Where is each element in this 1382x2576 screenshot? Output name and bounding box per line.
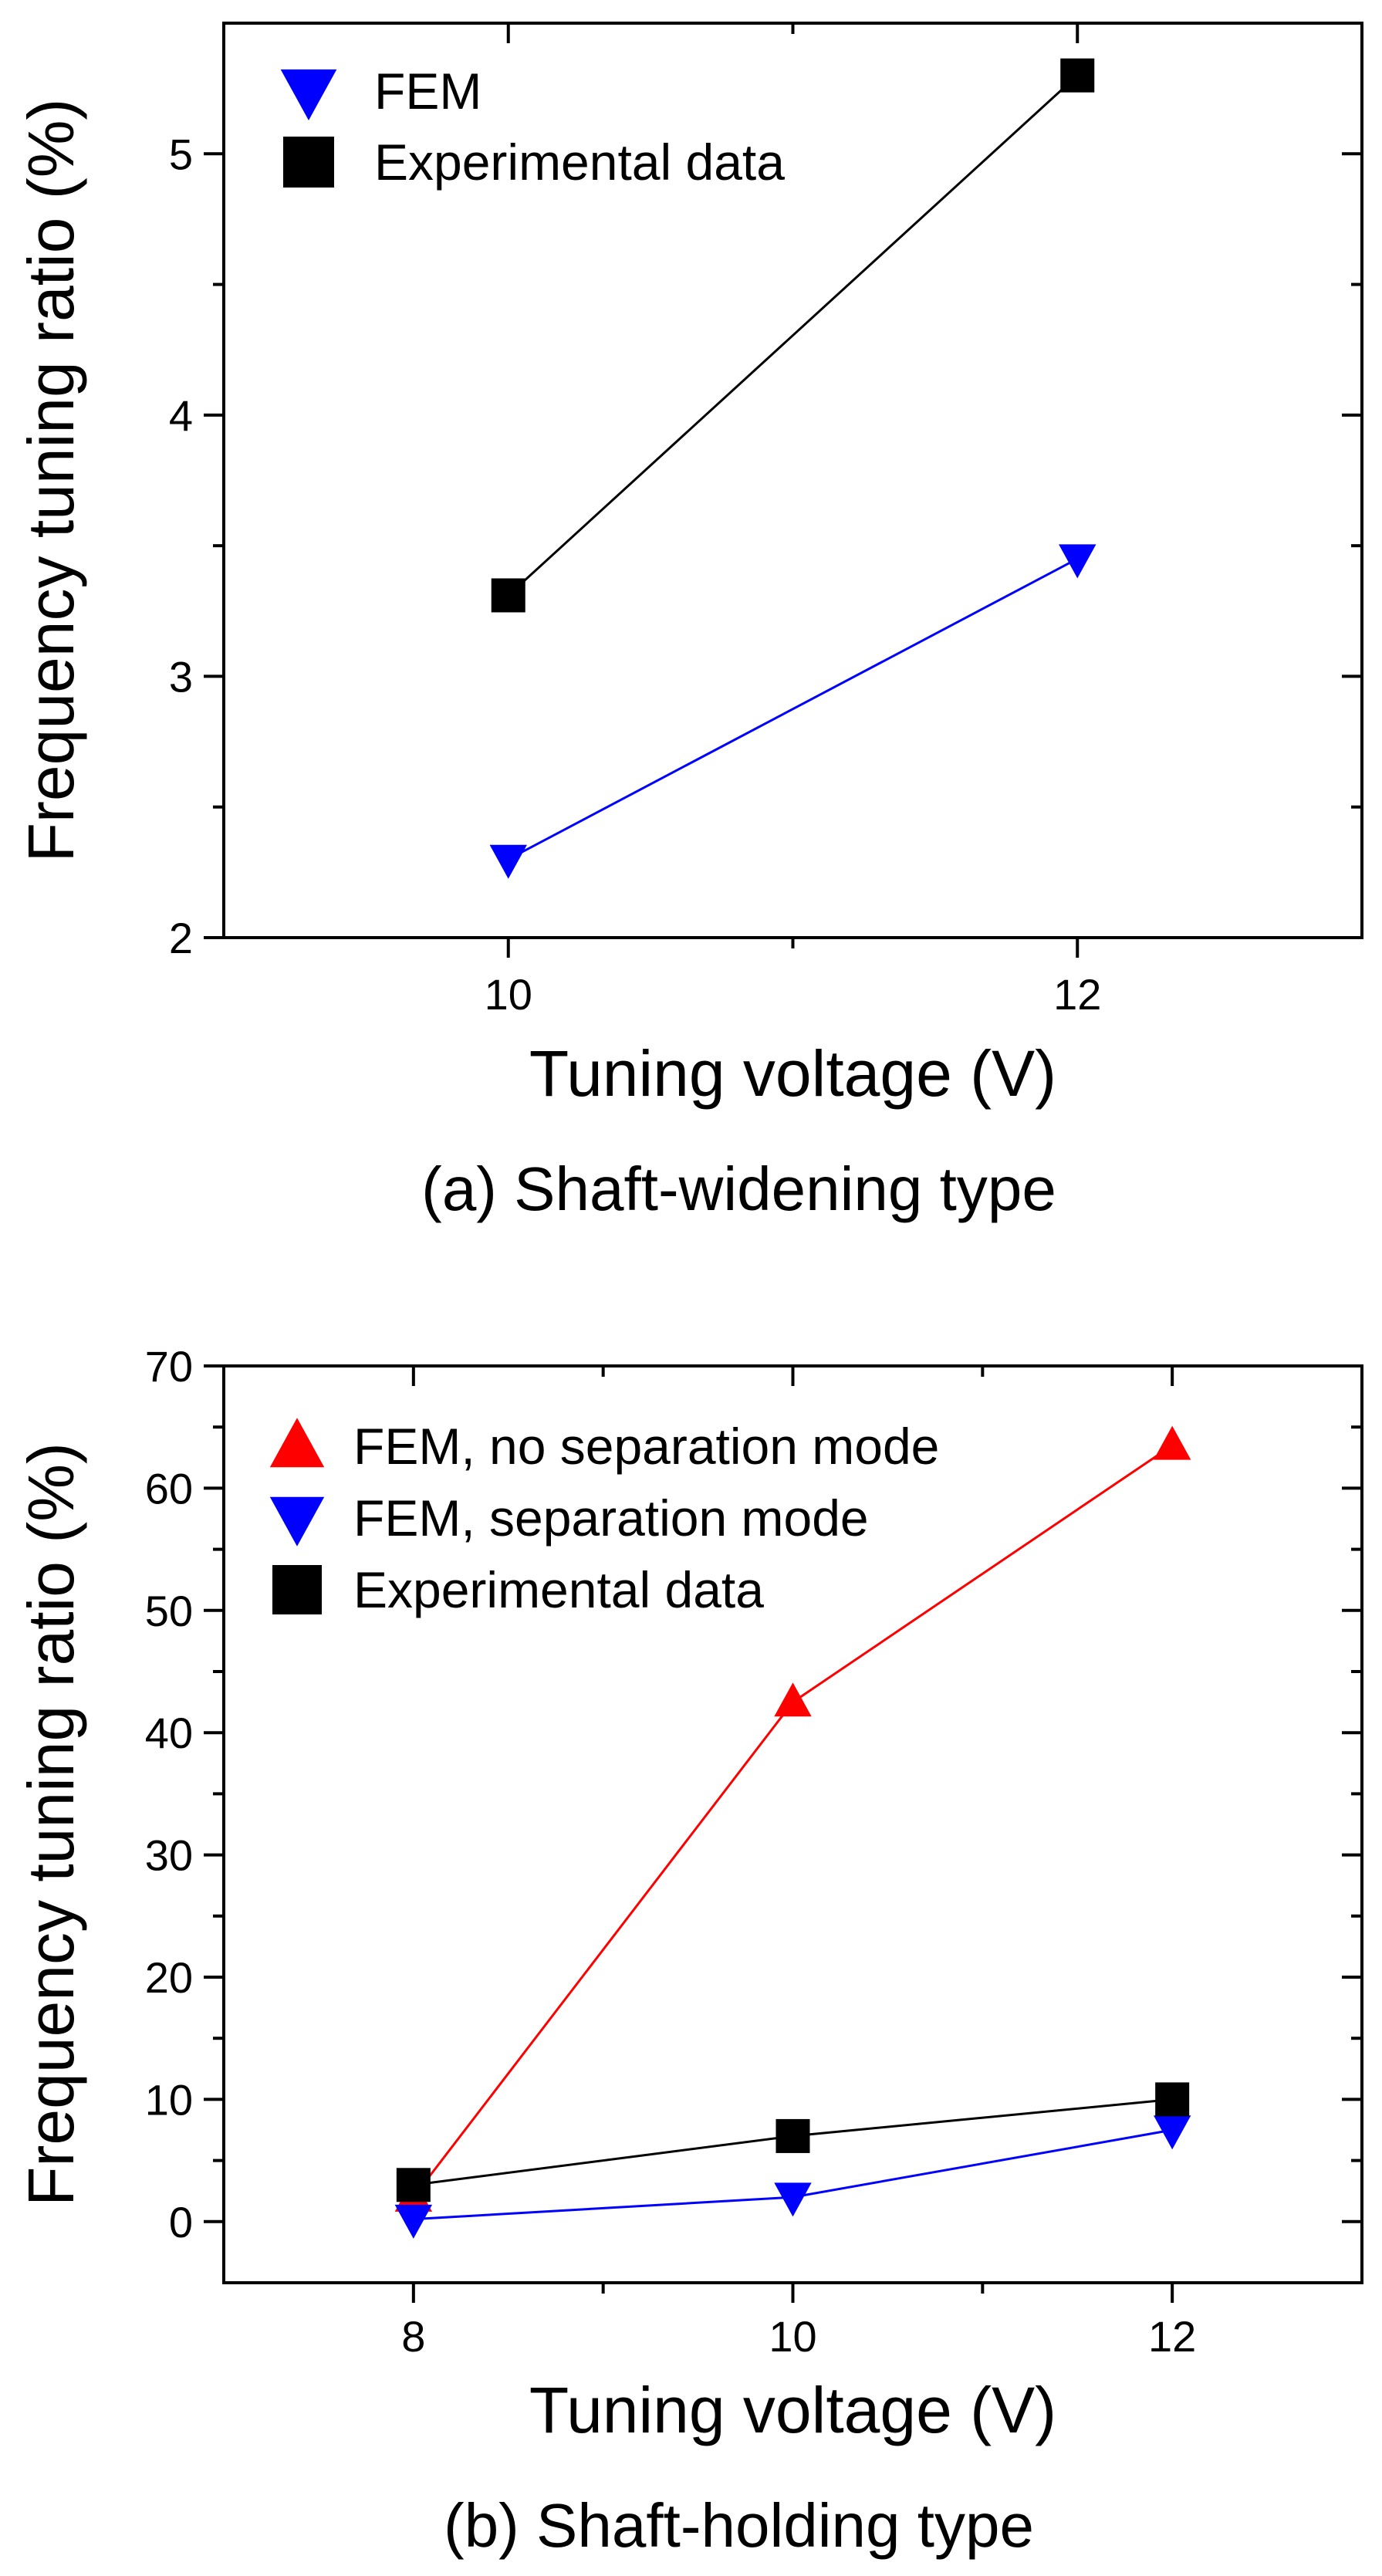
y-tick-label: 4 [169, 391, 193, 440]
legend-marker-0 [269, 1418, 325, 1468]
x-axis-title: Tuning voltage (V) [529, 2374, 1056, 2446]
x-tick-label: 10 [769, 2312, 816, 2361]
legend-marker-1 [269, 1496, 325, 1547]
y-axis-title: Frequency tuning ratio (%) [15, 99, 87, 863]
x-tick-label: 12 [1053, 970, 1101, 1019]
y-tick-label: 30 [145, 1831, 193, 1880]
panel-caption: (a) Shaft-widening type [421, 1154, 1056, 1223]
y-tick-label: 20 [145, 1953, 193, 2002]
legend-label-2: Experimental data [353, 1561, 764, 1618]
x-tick-label: 8 [401, 2312, 425, 2361]
y-tick-label: 0 [169, 2198, 193, 2246]
y-tick-label: 70 [145, 1342, 193, 1391]
series-line-0 [508, 557, 1078, 860]
panel-caption: (b) Shaft-holding type [444, 2491, 1034, 2560]
x-axis-title: Tuning voltage (V) [529, 1037, 1056, 1110]
chart-panel-a: 10 12 2 3 4 5 FEM Experimental data Tuning volta… [15, 22, 1363, 1223]
data-point-s2-p0 [396, 2168, 431, 2202]
data-point-s1-p0 [491, 578, 525, 613]
data-point-s2-p2 [1155, 2082, 1190, 2117]
data-point-s1-p0 [394, 2204, 433, 2239]
data-point-s0-p1 [1059, 544, 1096, 579]
legend-label-0: FEM [374, 63, 482, 120]
data-point-s0-p0 [489, 844, 527, 879]
y-tick-label: 5 [169, 130, 193, 178]
data-point-s1-p1 [1060, 58, 1095, 93]
y-tick-label: 40 [145, 1709, 193, 1757]
y-tick-label: 60 [145, 1464, 193, 1513]
data-point-s2-p1 [775, 2118, 810, 2153]
data-point-s0-p1 [774, 1682, 812, 1717]
x-tick-label: 12 [1148, 2312, 1196, 2361]
legend-marker-0 [280, 69, 337, 120]
legend-marker-1 [283, 137, 334, 188]
y-tick-label: 2 [169, 914, 193, 962]
chart-panel-b: 8 10 12 0 10 20 30 40 50 60 70 FEM, no separation m… [15, 1342, 1363, 2560]
y-axis-title: Frequency tuning ratio (%) [15, 1442, 87, 2206]
legend-label-0: FEM, no separation mode [353, 1418, 939, 1475]
data-point-s1-p2 [1153, 2115, 1191, 2150]
legend-marker-2 [272, 1565, 322, 1614]
series-line-1 [507, 74, 1079, 597]
series-line-0 [412, 1444, 1174, 2199]
legend-label-1: Experimental data [374, 134, 785, 191]
y-tick-label: 10 [145, 2075, 193, 2124]
data-point-s0-p2 [1153, 1425, 1191, 1460]
x-tick-label: 10 [485, 970, 532, 1019]
data-point-s1-p1 [774, 2182, 812, 2217]
y-tick-label: 3 [169, 652, 193, 701]
y-tick-label: 50 [145, 1587, 193, 1635]
legend-label-1: FEM, separation mode [353, 1489, 869, 1547]
